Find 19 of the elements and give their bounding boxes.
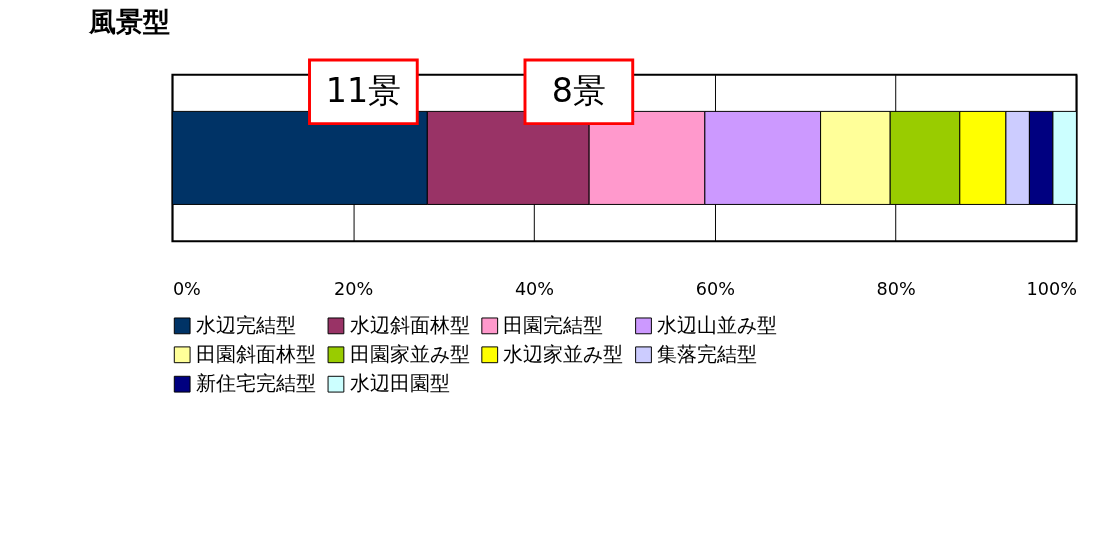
legend-label: 田園完結型 [503, 313, 604, 337]
x-tick-label: 20% [334, 278, 374, 299]
legend-label: 田園斜面林型 [195, 342, 316, 366]
legend-label: 水辺家並み型 [503, 342, 624, 366]
x-tick-label: 80% [876, 278, 916, 299]
legend-label: 田園家並み型 [349, 342, 470, 366]
legend-label: 集落完結型 [657, 342, 758, 366]
legend-label: 水辺田園型 [349, 372, 450, 396]
legend-label: 水辺斜面林型 [349, 313, 470, 337]
chart-title: 風景型 [87, 6, 170, 38]
x-tick-label: 0% [172, 278, 201, 299]
legend-label: 新住宅完結型 [195, 372, 316, 396]
x-tick-label: 40% [514, 278, 555, 299]
legend-label: 水辺完結型 [195, 313, 296, 337]
annotation: 8景 [551, 71, 606, 111]
x-tick-label: 60% [695, 278, 735, 299]
legend-label: 水辺山並み型 [657, 313, 778, 337]
annotation: 11景 [325, 71, 402, 111]
x-tick-label: 100% [1026, 278, 1077, 299]
